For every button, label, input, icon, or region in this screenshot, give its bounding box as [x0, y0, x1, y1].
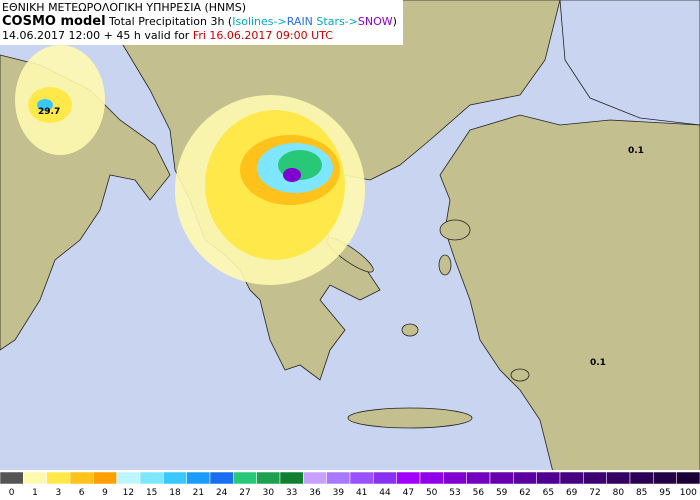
rain: RAIN: [286, 15, 313, 28]
colorbar-label: 0: [9, 488, 15, 498]
colorbar-label: 39: [333, 488, 345, 498]
colorbar-label: 6: [79, 488, 85, 498]
crete: [347, 407, 473, 429]
colorbar-swatch: [653, 471, 677, 485]
chios: [438, 254, 452, 276]
colorbar-label: 44: [379, 488, 391, 498]
colorbar-swatch: [419, 471, 444, 485]
colorbar-swatch: [536, 471, 561, 485]
colorbar-label: 72: [589, 488, 600, 498]
colorbar-swatch: [559, 471, 584, 485]
agency: ΕΘΝΙΚΗ ΜΕΤΕΩΡΟΛΟΓΙΚΗ ΥΠΗΡΕΣΙΑ (HNMS): [2, 1, 247, 14]
colorbar-swatch: [326, 471, 351, 485]
precip-area: [283, 168, 301, 182]
colorbar-swatch: [629, 471, 654, 485]
colorbar-label: 53: [449, 488, 460, 498]
colorbar-swatch: [23, 471, 47, 485]
colorbar-label: 24: [216, 488, 228, 498]
rhodes: [510, 368, 530, 382]
colorbar-swatch: [209, 471, 234, 485]
colorbar-label: 56: [473, 488, 485, 498]
colorbar-swatch: [46, 471, 71, 485]
precipitation: [15, 45, 365, 285]
lesvos: [439, 219, 471, 241]
colorbar-label: 18: [169, 488, 181, 498]
colorbar-swatch: [163, 471, 187, 485]
colorbar-swatch: [676, 471, 700, 485]
black-sea-shore: [559, 0, 700, 126]
colorbar-swatch: [303, 471, 327, 485]
colorbar-label: 30: [263, 488, 275, 498]
close-paren: ): [392, 15, 397, 28]
isolines: Isolines->: [232, 15, 287, 28]
map-label: 0.1: [590, 358, 606, 368]
colorbar-swatch: [466, 471, 491, 485]
colorbar-label: 21: [193, 488, 204, 498]
colorbar-label: 9: [102, 488, 108, 498]
product: Total Precipitation 3h (: [109, 15, 233, 28]
colorbar-swatch: [349, 471, 374, 485]
colorbar-label: 1: [32, 488, 38, 498]
snow: SNOW: [357, 15, 393, 28]
model: COSMO model: [2, 14, 106, 29]
colorbar: 0 1 3 6 9 12 15 18 21 24 27 30 33 36 39 41 44 47 50 53 56 59 6…: [0, 471, 700, 498]
turkey: [439, 114, 700, 500]
colorbar-swatch: [0, 471, 24, 485]
colorbar-label: 80: [613, 488, 625, 498]
colorbar-label: 33: [286, 488, 297, 498]
colorbar-swatch: [443, 471, 467, 485]
colorbar-label: 12: [123, 488, 134, 498]
colorbar-label: 100: [680, 488, 697, 498]
colorbar-swatch: [606, 471, 631, 485]
colorbar-swatch: [116, 471, 141, 485]
title-line: COSMO model Total Precipitation 3h (Isol…: [2, 15, 397, 29]
run: 14.06.2017 12:00 + 45 h valid for: [2, 29, 193, 42]
colorbar-label: 47: [403, 488, 414, 498]
colorbar-label: 69: [566, 488, 578, 498]
colorbar-label: 65: [543, 488, 554, 498]
colorbar-label: 59: [496, 488, 508, 498]
colorbar-swatch: [513, 471, 537, 485]
map-label: 0.1: [628, 146, 644, 156]
header: ΕΘΝΙΚΗ ΜΕΤΕΩΡΟΛΟΓΙΚΗ ΥΠΗΡΕΣΙΑ (HNMS) COS…: [0, 0, 403, 45]
colorbar-swatch: [69, 471, 94, 485]
colorbar-label: 62: [519, 488, 530, 498]
colorbar-label: 85: [636, 488, 647, 498]
colorbar-swatch: [233, 471, 257, 485]
colorbar-swatch: [396, 471, 421, 485]
colorbar-swatch: [186, 471, 211, 485]
colorbar-swatch: [279, 471, 304, 485]
colorbar-swatch: [489, 471, 514, 485]
colorbar-swatch: [139, 471, 164, 485]
colorbar-swatch: [93, 471, 117, 485]
colorbar-swatch: [583, 471, 607, 485]
colorbar-label: 50: [426, 488, 438, 498]
stars: Stars->: [312, 15, 358, 28]
colorbar-label: 15: [146, 488, 157, 498]
time-line: 14.06.2017 12:00 + 45 h valid for Fri 16…: [2, 29, 397, 43]
map-label: 29.7: [38, 107, 60, 117]
colorbar-swatch: [256, 471, 281, 485]
colorbar-label: 95: [659, 488, 670, 498]
colorbar-label: 27: [239, 488, 250, 498]
colorbar-swatch: [373, 471, 397, 485]
valid-time: Fri 16.06.2017 09:00 UTC: [192, 29, 333, 42]
precip-area: [37, 99, 53, 111]
colorbar-label: 41: [356, 488, 367, 498]
naxos: [401, 323, 419, 337]
colorbar-label: 3: [55, 488, 61, 498]
colorbar-label: 36: [309, 488, 321, 498]
